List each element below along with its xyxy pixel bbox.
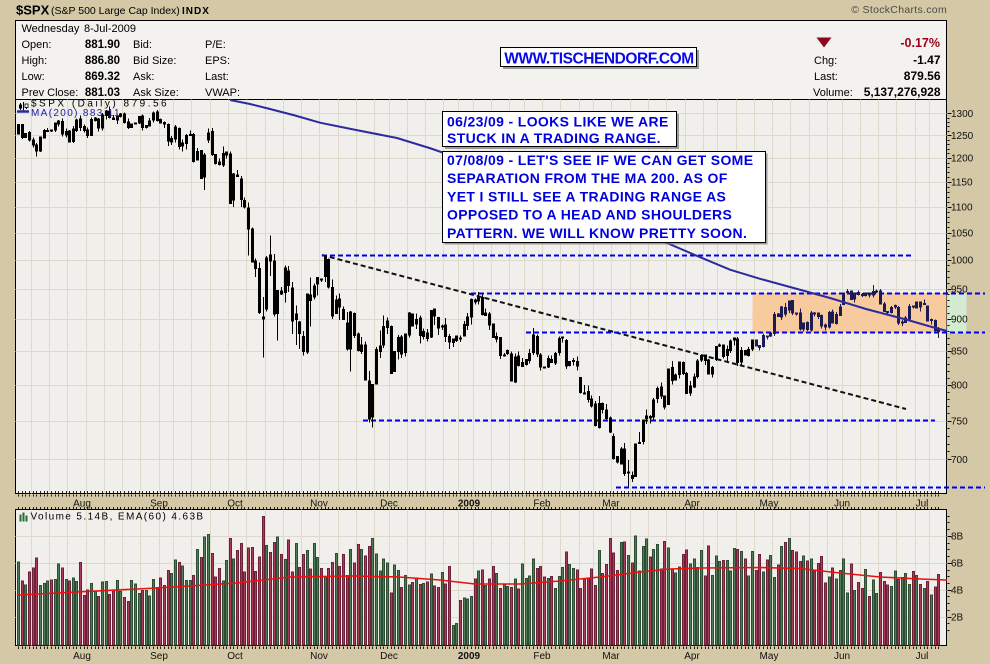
svg-text:EPS:: EPS: [205, 55, 230, 67]
svg-text:SEPARATION FROM THE MA 200. AS: SEPARATION FROM THE MA 200. AS OF [447, 170, 728, 186]
svg-text:07/08/09 - LET'S SEE IF WE CAN: 07/08/09 - LET'S SEE IF WE CAN GET SOME [447, 152, 753, 168]
svg-text:950: 950 [951, 284, 968, 295]
svg-text:4B: 4B [951, 586, 964, 597]
svg-text:Mar: Mar [602, 651, 620, 662]
svg-text:OPPOSED TO A HEAD AND SHOULDER: OPPOSED TO A HEAD AND SHOULDERS [447, 207, 732, 223]
svg-text:Aug: Aug [73, 651, 91, 662]
svg-text:P/E:: P/E: [205, 39, 226, 51]
svg-text:Dec: Dec [380, 499, 398, 510]
svg-text:8B: 8B [951, 532, 964, 543]
svg-text:2B: 2B [951, 612, 964, 623]
svg-text:Nov: Nov [310, 499, 328, 510]
svg-text:1150: 1150 [951, 178, 973, 189]
svg-text:Wednesday: Wednesday [22, 23, 80, 35]
svg-text:INDX: INDX [182, 6, 210, 17]
svg-text:Jun: Jun [834, 499, 850, 510]
svg-text:-0.17%: -0.17% [900, 36, 940, 50]
svg-text:Jun: Jun [834, 651, 850, 662]
svg-text:Last:: Last: [205, 71, 229, 83]
svg-text:1300: 1300 [951, 109, 974, 120]
svg-text:Sep: Sep [150, 499, 168, 510]
svg-text:High:: High: [22, 55, 48, 67]
svg-text:Aug: Aug [73, 499, 91, 510]
svg-text:Chg:: Chg: [814, 55, 837, 67]
svg-text:YET I STILL SEE A TRADING RANG: YET I STILL SEE A TRADING RANGE AS [447, 188, 726, 204]
svg-text:5,137,276,928: 5,137,276,928 [864, 85, 941, 99]
svg-text:STUCK IN A TRADING RANGE.: STUCK IN A TRADING RANGE. [447, 130, 661, 146]
svg-text:06/23/09 - LOOKS LIKE WE ARE: 06/23/09 - LOOKS LIKE WE ARE [447, 114, 669, 130]
svg-text:May: May [760, 499, 779, 510]
svg-text:Open:: Open: [22, 39, 52, 51]
svg-text:VWAP:: VWAP: [205, 87, 240, 99]
svg-text:-1.47: -1.47 [913, 53, 941, 67]
svg-text:$SPX: $SPX [16, 3, 50, 18]
svg-text:Feb: Feb [533, 499, 551, 510]
svg-text:6B: 6B [951, 559, 964, 570]
svg-text:Jul: Jul [916, 499, 929, 510]
svg-text:Low:: Low: [22, 71, 45, 83]
svg-text:PATTERN. WE WILL KNOW PRETTY S: PATTERN. WE WILL KNOW PRETTY SOON. [447, 225, 747, 241]
svg-text:Apr: Apr [684, 651, 700, 662]
svg-text:WWW.TISCHENDORF.COM: WWW.TISCHENDORF.COM [504, 51, 693, 68]
svg-text:$SPX (Daily) 879.56: $SPX (Daily) 879.56 [31, 99, 169, 110]
svg-text:Prev Close:: Prev Close: [22, 87, 79, 99]
svg-text:Volume:: Volume: [813, 87, 853, 99]
svg-text:850: 850 [951, 347, 968, 358]
svg-text:Bid:: Bid: [133, 39, 152, 51]
svg-text:(S&P 500 Large Cap Index): (S&P 500 Large Cap Index) [51, 5, 180, 17]
svg-text:Bid Size:: Bid Size: [133, 55, 176, 67]
svg-text:Mar: Mar [602, 499, 620, 510]
svg-text:900: 900 [951, 315, 968, 326]
svg-text:2009: 2009 [458, 651, 481, 662]
svg-text:Oct: Oct [227, 651, 243, 662]
svg-text:Jul: Jul [916, 651, 929, 662]
svg-text:Nov: Nov [310, 651, 328, 662]
svg-text:Apr: Apr [684, 499, 700, 510]
svg-text:869.32: 869.32 [85, 71, 120, 83]
svg-text:881.03: 881.03 [85, 87, 120, 99]
svg-text:Ask:: Ask: [133, 71, 154, 83]
svg-text:Oct: Oct [227, 499, 243, 510]
svg-text:881.90: 881.90 [85, 39, 120, 51]
svg-text:Sep: Sep [150, 651, 168, 662]
svg-text:Ask Size:: Ask Size: [133, 87, 179, 99]
svg-text:8-Jul-2009: 8-Jul-2009 [84, 23, 136, 35]
svg-text:Volume 5.14B, EMA(60) 4.63B: Volume 5.14B, EMA(60) 4.63B [31, 512, 205, 523]
svg-text:Feb: Feb [533, 651, 551, 662]
svg-text:800: 800 [951, 380, 968, 391]
svg-text:1050: 1050 [951, 228, 974, 239]
svg-text:1000: 1000 [951, 256, 974, 267]
svg-text:Last:: Last: [814, 71, 838, 83]
svg-text:May: May [760, 651, 779, 662]
svg-text:750: 750 [951, 417, 968, 428]
svg-text:© StockCharts.com: © StockCharts.com [851, 4, 947, 16]
svg-text:879.56: 879.56 [904, 69, 941, 83]
svg-text:700: 700 [951, 455, 968, 466]
svg-text:MA(200) 883.11: MA(200) 883.11 [31, 108, 121, 119]
svg-text:886.80: 886.80 [85, 55, 120, 67]
svg-text:Dec: Dec [380, 651, 398, 662]
svg-text:1200: 1200 [951, 154, 974, 165]
svg-text:1100: 1100 [951, 202, 973, 213]
svg-text:2009: 2009 [458, 499, 481, 510]
svg-text:1250: 1250 [951, 131, 974, 142]
